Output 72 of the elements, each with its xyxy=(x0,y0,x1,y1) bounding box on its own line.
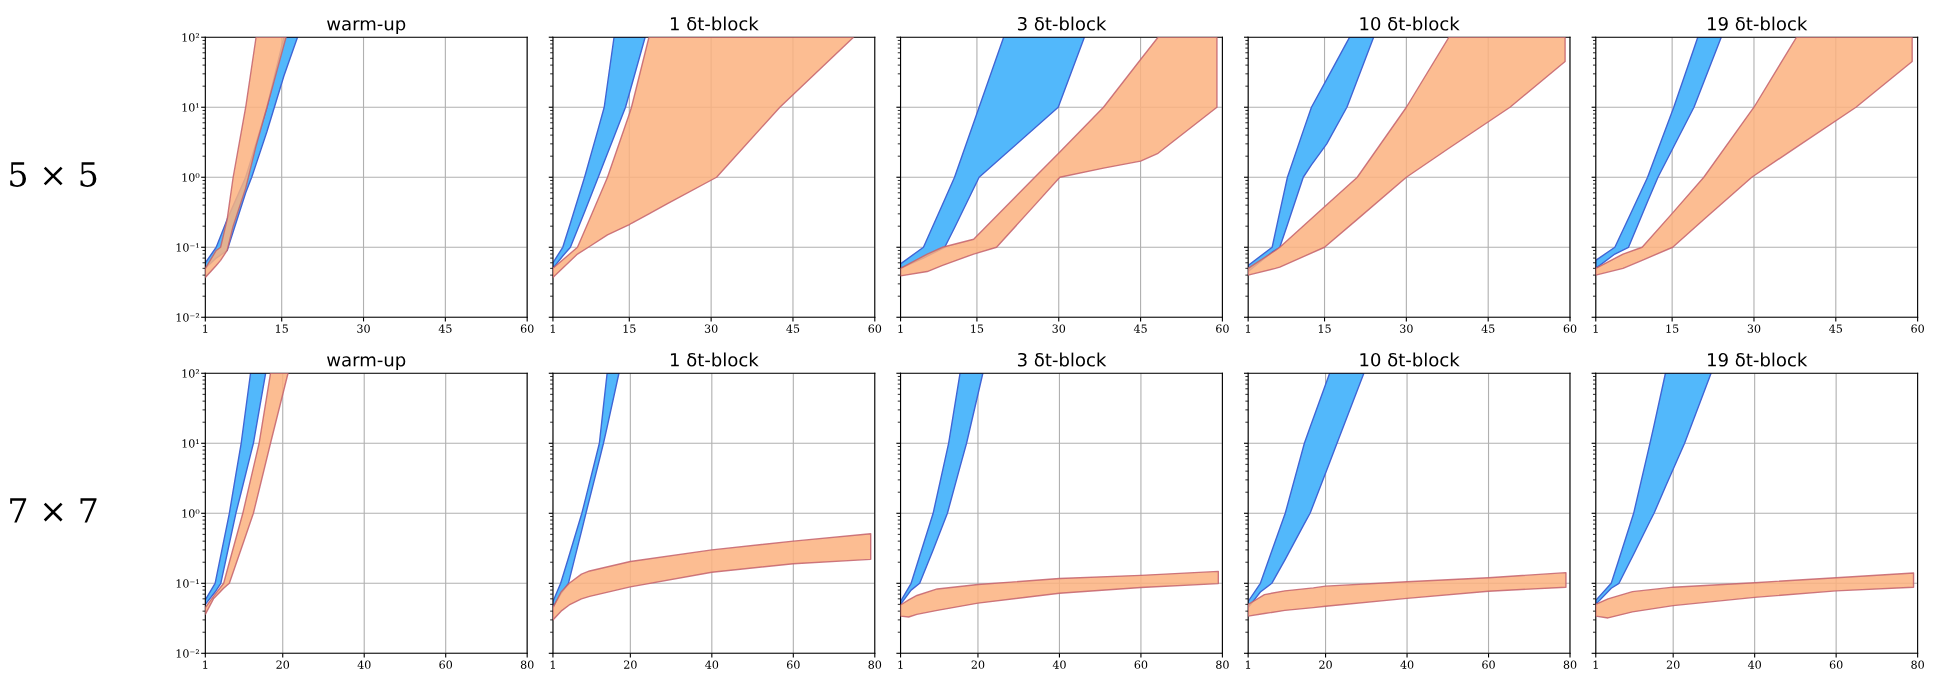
x-tick-label: 60 xyxy=(786,660,800,669)
x-tick-label: 15 xyxy=(1318,324,1331,333)
x-tick-label: 1 xyxy=(1245,660,1251,669)
x-tick-label: 60 xyxy=(1829,660,1843,669)
x-tick-label: 40 xyxy=(1747,660,1761,669)
x-tick-label: 40 xyxy=(705,660,719,669)
chart-title: warm-up xyxy=(327,356,406,371)
x-tick-label: 60 xyxy=(520,324,534,333)
x-tick-label: 20 xyxy=(624,660,637,669)
y-tick-label: 10⁻² xyxy=(176,313,200,322)
y-tick-label: 10² xyxy=(182,369,200,378)
y-tick-label: 10⁰ xyxy=(182,173,200,182)
x-tick-label: 30 xyxy=(1052,324,1066,333)
x-tick-label: 30 xyxy=(704,324,718,333)
chart-title: 1 δt-block xyxy=(670,16,759,31)
y-tick-label: 10¹ xyxy=(182,103,199,112)
y-tick-label: 10⁻¹ xyxy=(176,243,199,252)
chart-title: 19 δt-block xyxy=(1708,16,1808,31)
chart-title: 10 δt-block xyxy=(1360,16,1460,31)
x-tick-label: 20 xyxy=(1666,660,1680,669)
x-tick-label: 1 xyxy=(898,324,903,333)
x-tick-label: 60 xyxy=(868,324,882,333)
x-tick-label: 80 xyxy=(1216,660,1229,669)
x-tick-label: 45 xyxy=(786,324,800,333)
x-tick-label: 80 xyxy=(520,660,534,669)
chart-title: 19 δt-block xyxy=(1708,352,1808,367)
x-tick-label: 60 xyxy=(439,660,453,669)
chart-title: 10 δt-block xyxy=(1360,352,1460,367)
y-tick-label: 10⁰ xyxy=(182,509,200,518)
x-tick-label: 60 xyxy=(1216,324,1229,333)
x-tick-label: 30 xyxy=(357,324,370,333)
x-tick-label: 1 xyxy=(1245,324,1251,333)
x-tick-label: 40 xyxy=(1052,660,1066,669)
x-tick-label: 20 xyxy=(1319,660,1332,669)
x-tick-label: 30 xyxy=(1747,324,1761,333)
x-tick-label: 80 xyxy=(868,660,882,669)
x-tick-label: 15 xyxy=(623,324,636,333)
x-tick-label: 45 xyxy=(438,324,452,333)
y-tick-label: 10² xyxy=(182,33,200,42)
x-tick-label: 1 xyxy=(550,324,555,333)
y-axis-title: 7 × 7 xyxy=(10,498,97,523)
x-tick-label: 60 xyxy=(1911,324,1924,333)
x-tick-label: 20 xyxy=(276,660,290,669)
x-tick-label: 1 xyxy=(203,660,208,669)
chart-title: 1 δt-block xyxy=(670,352,759,367)
x-tick-label: 45 xyxy=(1829,324,1843,333)
x-tick-label: 1 xyxy=(1593,660,1598,669)
chart-title: 3 δt-block xyxy=(1017,16,1107,31)
y-tick-label: 10¹ xyxy=(182,439,199,448)
x-tick-label: 45 xyxy=(1133,324,1147,333)
x-tick-label: 80 xyxy=(1563,660,1577,669)
chart-title: warm-up xyxy=(327,20,406,35)
x-tick-label: 30 xyxy=(1400,324,1413,333)
chart-title: 3 δt-block xyxy=(1017,352,1107,367)
x-tick-label: 1 xyxy=(898,660,903,669)
x-tick-label: 60 xyxy=(1134,660,1148,669)
y-axis-title: 5 × 5 xyxy=(10,162,97,187)
x-tick-label: 40 xyxy=(1400,660,1414,669)
x-tick-label: 80 xyxy=(1911,660,1924,669)
x-tick-label: 40 xyxy=(357,660,371,669)
x-tick-label: 1 xyxy=(203,324,208,333)
x-tick-label: 1 xyxy=(1593,324,1598,333)
x-tick-label: 60 xyxy=(1563,324,1577,333)
y-tick-label: 10⁻¹ xyxy=(176,579,199,588)
x-tick-label: 60 xyxy=(1482,660,1495,669)
x-tick-label: 45 xyxy=(1481,324,1495,333)
x-tick-label: 15 xyxy=(1666,324,1679,333)
x-tick-label: 1 xyxy=(550,660,555,669)
x-tick-label: 15 xyxy=(275,324,288,333)
x-tick-label: 15 xyxy=(971,324,984,333)
x-tick-label: 20 xyxy=(971,660,985,669)
y-tick-label: 10⁻² xyxy=(176,649,200,658)
